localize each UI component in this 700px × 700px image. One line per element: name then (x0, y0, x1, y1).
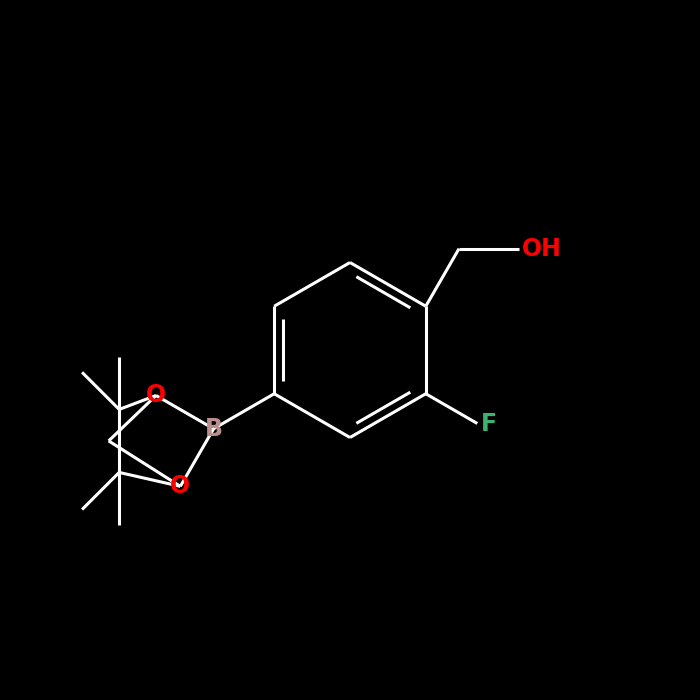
Text: OH: OH (522, 237, 562, 260)
Text: B: B (204, 416, 223, 441)
Text: O: O (170, 475, 190, 498)
Text: O: O (146, 384, 166, 407)
Text: F: F (481, 412, 497, 435)
